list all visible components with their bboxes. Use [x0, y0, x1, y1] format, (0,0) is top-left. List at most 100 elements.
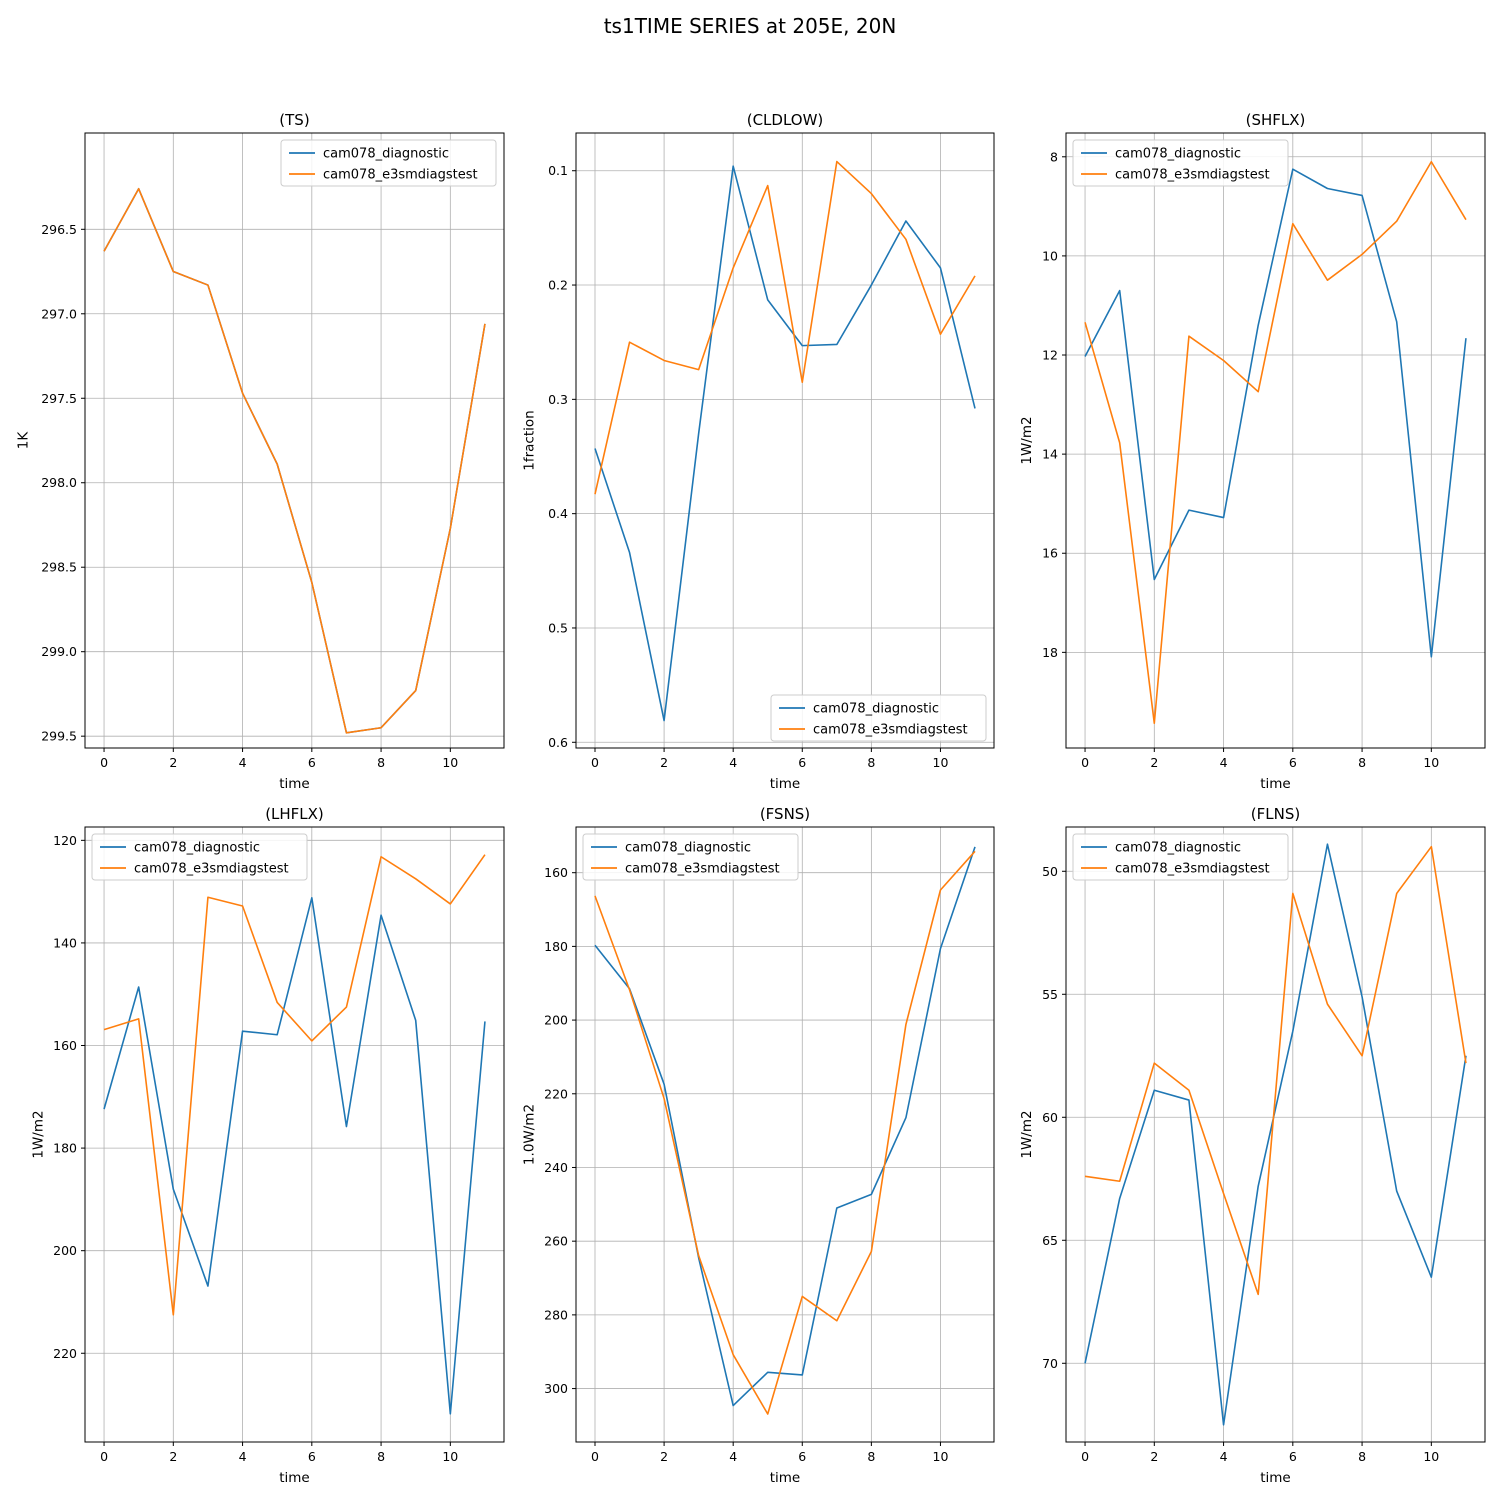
x-tick-label: 4	[239, 1449, 247, 1464]
x-tick-label: 4	[1220, 1449, 1228, 1464]
legend: cam078_diagnostic cam078_e3smdiagstest	[280, 139, 497, 187]
y-tick-label: 296.5	[41, 222, 77, 237]
legend: cam078_diagnostic cam078_e3smdiagstest	[91, 833, 308, 881]
x-tick-label: 6	[1289, 755, 1297, 770]
x-tick-label: 8	[867, 755, 875, 770]
axes-frame	[84, 132, 505, 749]
subplot-cldlow: 0 2 4 6 8 10 0.1 0.2 0.3 0.4 0.5 0.6 (CLDLOW) time 1fr…	[522, 111, 995, 792]
legend-entry: cam078_diagnostic	[323, 147, 449, 162]
x-tick-label: 10	[1423, 755, 1439, 770]
y-tick-label: 0.5	[548, 620, 568, 635]
y-tick-label: 140	[53, 935, 77, 950]
x-axis-label: time	[1260, 776, 1291, 792]
legend: cam078_diagnostic cam078_e3smdiagstest	[770, 694, 987, 742]
y-axis-label: 1.0W/m2	[522, 1104, 538, 1165]
x-axis-label: time	[279, 1470, 310, 1486]
legend-entry: cam078_diagnostic	[1115, 841, 1241, 856]
axes-frame	[1065, 826, 1486, 1443]
x-tick-label: 10	[1423, 1449, 1439, 1464]
axes-frame	[575, 826, 995, 1443]
series-line-cam078_diagnostic	[1084, 843, 1467, 1426]
y-tick-label: 180	[544, 939, 568, 954]
y-tick-label: 240	[544, 1160, 568, 1175]
y-axis-label: 1W/m2	[1019, 416, 1035, 464]
x-tick-label: 2	[169, 1449, 177, 1464]
legend-box	[1072, 139, 1289, 187]
legend: cam078_diagnostic cam078_e3smdiagstest	[1072, 139, 1289, 187]
y-tick-label: 120	[53, 833, 77, 848]
x-tick-label: 2	[1150, 755, 1158, 770]
series-line-cam078_e3smdiagstest	[103, 187, 486, 734]
legend-entry: cam078_e3smdiagstest	[813, 723, 968, 738]
legend-box	[770, 694, 987, 742]
plot-area	[1066, 827, 1485, 1442]
y-tick-label: 160	[544, 865, 568, 880]
subplot-title: (SHFLX)	[1246, 111, 1306, 129]
y-tick-label: 60	[1042, 1110, 1058, 1125]
y-tick-label: 18	[1042, 645, 1058, 660]
y-axis-label: 1K	[16, 431, 32, 450]
x-tick-label: 6	[798, 1449, 806, 1464]
x-tick-label: 0	[100, 1449, 108, 1464]
x-tick-label: 6	[1289, 1449, 1297, 1464]
legend-entry: cam078_e3smdiagstest	[1115, 862, 1270, 877]
x-axis-label: time	[770, 1470, 801, 1486]
x-tick-label: 8	[377, 1449, 385, 1464]
y-tick-label: 260	[544, 1234, 568, 1249]
x-tick-label: 6	[308, 1449, 316, 1464]
plot-area	[85, 827, 504, 1442]
y-tick-label: 298.5	[41, 560, 77, 575]
x-tick-label: 0	[1081, 1449, 1089, 1464]
y-tick-label: 50	[1042, 864, 1058, 879]
x-tick-label: 10	[442, 755, 458, 770]
axes-frame	[1065, 132, 1486, 749]
x-tick-label: 2	[1150, 1449, 1158, 1464]
x-tick-label: 2	[169, 755, 177, 770]
y-tick-label: 0.6	[548, 735, 568, 750]
y-tick-label: 200	[544, 1013, 568, 1028]
y-tick-label: 55	[1042, 987, 1058, 1002]
legend-box	[1072, 833, 1289, 881]
series-line-cam078_e3smdiagstest	[1084, 845, 1467, 1296]
legend-box	[582, 833, 799, 881]
subplot-flns: 0 2 4 6 8 10 50 55 60 65 70 (FLNS) time 1W/m2 cam078_d…	[1019, 805, 1486, 1486]
x-tick-label: 8	[1358, 1449, 1366, 1464]
subplot-title: (LHFLX)	[265, 805, 324, 823]
y-tick-label: 16	[1042, 546, 1058, 561]
series-line-cam078_diagnostic	[594, 165, 976, 722]
y-tick-label: 160	[53, 1038, 77, 1053]
y-tick-label: 0.3	[548, 392, 568, 407]
subplot-title: (TS)	[279, 111, 309, 129]
legend-entry: cam078_e3smdiagstest	[625, 862, 780, 877]
series-line-cam078_diagnostic	[103, 896, 486, 1415]
x-tick-label: 2	[660, 1449, 668, 1464]
legend: cam078_diagnostic cam078_e3smdiagstest	[582, 833, 799, 881]
series-line-cam078_e3smdiagstest	[594, 160, 976, 495]
series-line-cam078_diagnostic	[1084, 168, 1467, 658]
y-tick-label: 297.5	[41, 391, 77, 406]
x-axis-label: time	[1260, 1470, 1291, 1486]
x-tick-label: 0	[1081, 755, 1089, 770]
x-tick-label: 2	[660, 755, 668, 770]
x-tick-label: 4	[239, 755, 247, 770]
subplot-fsns: 0 2 4 6 8 10 160 180 200 220 240 260 280 300 (FSNS) tim…	[522, 805, 995, 1486]
x-tick-label: 0	[591, 1449, 599, 1464]
x-tick-label: 8	[377, 755, 385, 770]
subplot-title: (FLNS)	[1251, 805, 1300, 823]
legend: cam078_diagnostic cam078_e3smdiagstest	[1072, 833, 1289, 881]
series-line-cam078_e3smdiagstest	[103, 854, 486, 1316]
subplot-lhflx: 0 2 4 6 8 10 120 140 160 180 200 220 (LHFLX) time 1W/m…	[31, 805, 505, 1486]
y-axis-label: 1W/m2	[31, 1110, 47, 1158]
legend-entry: cam078_e3smdiagstest	[1115, 168, 1270, 183]
y-tick-label: 65	[1042, 1233, 1058, 1248]
y-tick-label: 220	[53, 1346, 77, 1361]
y-tick-label: 0.4	[548, 506, 568, 521]
y-tick-label: 8	[1050, 149, 1058, 164]
figure-title: ts1TIME SERIES at 205E, 20N	[603, 14, 897, 38]
y-tick-label: 297.0	[41, 306, 77, 321]
y-tick-label: 70	[1042, 1356, 1058, 1371]
y-tick-label: 10	[1042, 248, 1058, 263]
plot-area	[576, 133, 994, 748]
y-tick-label: 300	[544, 1381, 568, 1396]
x-tick-label: 10	[933, 755, 949, 770]
